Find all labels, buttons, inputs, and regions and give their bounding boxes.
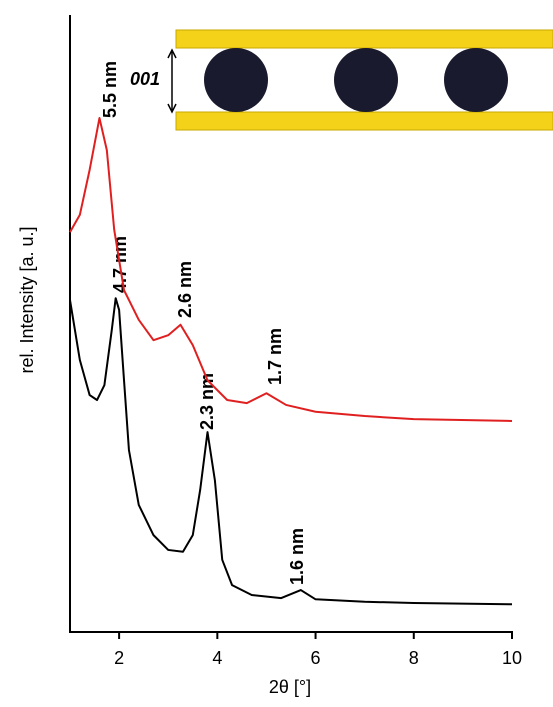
x-tick-label: 2: [114, 648, 124, 668]
x-tick-label: 6: [311, 648, 321, 668]
x-axis-label: 2θ [°]: [269, 677, 311, 697]
series-line: [69, 297, 513, 606]
x-tick-label: 10: [502, 648, 522, 668]
layer-top: [175, 29, 553, 49]
inset: 001: [130, 29, 553, 131]
annotation: 5.5 nm: [100, 61, 120, 118]
annotation: 1.6 nm: [287, 528, 307, 585]
x-tick-label: 8: [409, 648, 419, 668]
layer-bottom: [175, 111, 553, 131]
x-tick-label: 4: [212, 648, 222, 668]
particle: [204, 48, 268, 112]
particle: [334, 48, 398, 112]
annotation: 1.7 nm: [265, 328, 285, 385]
annotation: 2.3 nm: [197, 373, 217, 430]
y-axis-label: rel. Intensity [a. u.]: [17, 226, 37, 373]
arrow-heads: [167, 48, 177, 114]
particle: [444, 48, 508, 112]
inset-label: 001: [130, 69, 160, 89]
annotation: 2.6 nm: [175, 261, 195, 318]
series-line: [69, 117, 513, 422]
